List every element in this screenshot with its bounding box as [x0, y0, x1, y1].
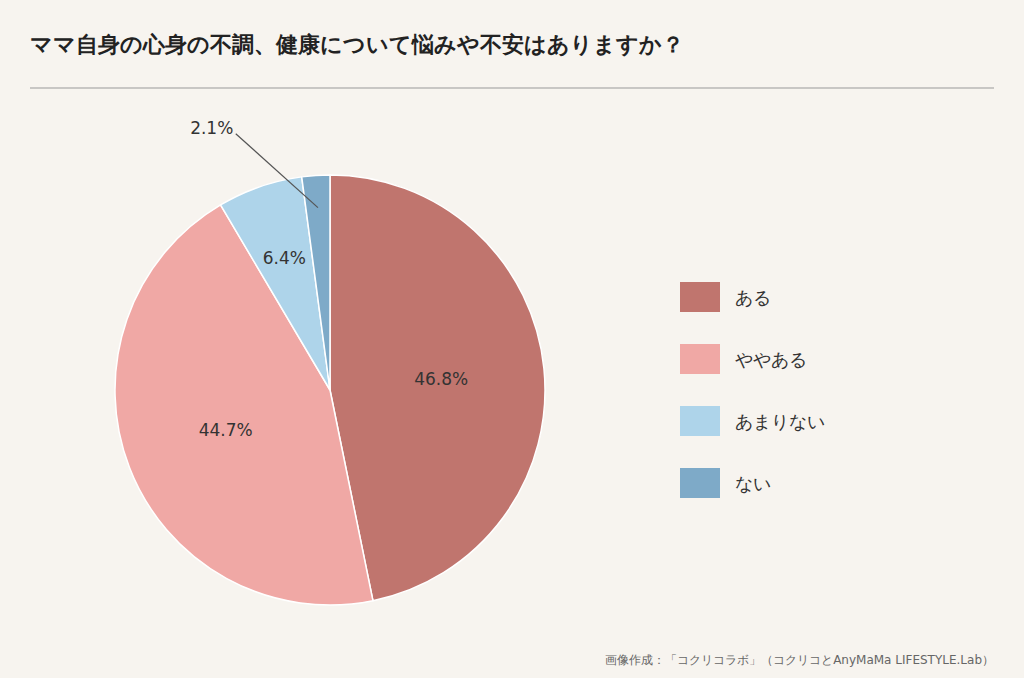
footer-note: 画像作成：「コクリコラボ」（コクリコとAnyMaMa LIFESTYLE.Lab… — [605, 653, 994, 667]
data-label: 2.1% — [190, 118, 233, 138]
data-label: 46.8% — [414, 369, 468, 389]
pie — [115, 175, 545, 605]
legend-label: ない — [735, 473, 771, 494]
pie-slice — [330, 175, 545, 601]
legend-swatch — [680, 282, 720, 312]
data-label: 44.7% — [199, 420, 253, 440]
legend-swatch — [680, 406, 720, 436]
legend: あるややあるあまりないない — [680, 282, 825, 498]
data-label: 6.4% — [263, 248, 306, 268]
legend-label: ある — [735, 287, 771, 308]
legend-swatch — [680, 344, 720, 374]
pie-slice — [115, 205, 373, 605]
leader-line — [236, 134, 318, 208]
title: ママ自身の心身の不調、健康について悩みや不安はありますか？ — [30, 32, 684, 57]
legend-swatch — [680, 468, 720, 498]
title-rule — [30, 88, 994, 89]
legend-label: ややある — [735, 349, 807, 370]
chart-svg: ママ自身の心身の不調、健康について悩みや不安はありますか？ 46.8% 44.7% 6… — [0, 0, 1024, 678]
data-labels: 46.8% 44.7% 6.4% 2.1% — [190, 118, 468, 440]
legend-label: あまりない — [735, 411, 825, 432]
background — [0, 0, 1024, 678]
chart-container: ママ自身の心身の不調、健康について悩みや不安はありますか？ 46.8% 44.7% 6… — [0, 0, 1024, 678]
pie-slice — [302, 175, 330, 390]
